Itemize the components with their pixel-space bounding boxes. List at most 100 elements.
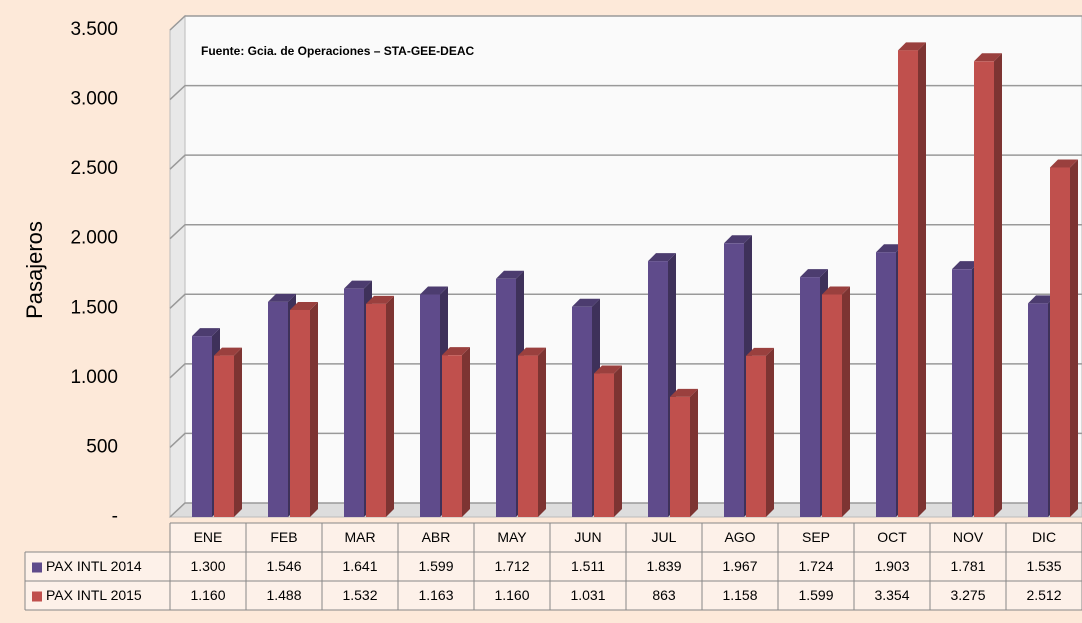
bar xyxy=(1050,167,1070,517)
bar-side xyxy=(842,286,850,517)
bar-top xyxy=(876,244,904,253)
x-tick-label: MAY xyxy=(497,529,527,545)
bar-top xyxy=(496,270,524,279)
value-label: 1.599 xyxy=(418,558,453,574)
bar-top xyxy=(268,293,296,302)
value-label: 1.712 xyxy=(494,558,529,574)
x-tick-label: MAR xyxy=(344,529,375,545)
bar-side xyxy=(462,347,470,517)
value-label: 2.512 xyxy=(1026,587,1061,603)
bar xyxy=(518,355,538,517)
value-label: 1.903 xyxy=(874,558,909,574)
bar xyxy=(572,306,592,517)
bar xyxy=(594,373,614,517)
bar-side xyxy=(1070,159,1078,517)
bar-top xyxy=(746,347,774,356)
value-label: 1.599 xyxy=(798,587,833,603)
bar-top xyxy=(800,269,828,278)
bar xyxy=(876,252,896,518)
bar-top xyxy=(366,295,394,304)
y-axis-label: Pasajeros xyxy=(22,221,47,319)
legend-label: PAX INTL 2015 xyxy=(46,587,142,603)
bar xyxy=(192,336,212,517)
grid-line xyxy=(169,84,1082,101)
value-label: 1.163 xyxy=(418,587,453,603)
x-tick-label: FEB xyxy=(270,529,297,545)
x-tick-label: OCT xyxy=(877,529,907,545)
value-label: 3.354 xyxy=(874,587,909,603)
value-label: 1.158 xyxy=(722,587,757,603)
bar xyxy=(214,355,234,517)
bar-top xyxy=(974,53,1002,62)
y-tick-label: 2.000 xyxy=(70,228,118,249)
x-tick-label: SEP xyxy=(802,529,830,545)
bar xyxy=(344,288,364,517)
value-label: 1.160 xyxy=(190,587,225,603)
grid-line xyxy=(169,363,1082,379)
value-label: 1.967 xyxy=(722,558,757,574)
y-tick-label: 1.500 xyxy=(70,297,118,318)
bar-top xyxy=(670,388,698,397)
value-label: 1.300 xyxy=(190,558,225,574)
bar-top xyxy=(822,286,850,295)
bar-top xyxy=(724,235,752,244)
value-label: 1.724 xyxy=(798,558,833,574)
x-tick-label: NOV xyxy=(953,529,984,545)
bar-top xyxy=(594,365,622,374)
value-label: 1.535 xyxy=(1026,558,1061,574)
value-label: 1.839 xyxy=(646,558,681,574)
x-tick-label: DIC xyxy=(1032,529,1056,545)
bar-top xyxy=(214,347,242,356)
grid-line xyxy=(169,223,1082,240)
value-label: 1.532 xyxy=(342,587,377,603)
x-tick-label: AGO xyxy=(724,529,755,545)
bar-top xyxy=(344,280,372,289)
bar xyxy=(724,243,744,517)
legend-swatch xyxy=(32,562,42,573)
bar xyxy=(746,355,766,517)
y-tick-label: 500 xyxy=(86,436,118,457)
grid-line xyxy=(169,293,1082,309)
bar-top xyxy=(442,347,470,356)
bar xyxy=(648,261,668,517)
bar xyxy=(290,309,310,517)
grid-line xyxy=(169,502,1082,518)
bar xyxy=(800,277,820,517)
bar-top xyxy=(1050,159,1078,168)
bar-side xyxy=(386,295,394,517)
bar xyxy=(952,269,972,517)
bar xyxy=(898,50,918,518)
grid-line xyxy=(169,15,1082,31)
bar-side xyxy=(310,301,318,517)
bar xyxy=(442,355,462,517)
side-wall xyxy=(169,14,186,519)
value-label: 1.031 xyxy=(570,587,605,603)
x-tick-label: JUL xyxy=(652,529,677,545)
value-label: 1.546 xyxy=(266,558,301,574)
value-label: 1.781 xyxy=(950,558,985,574)
x-tick-label: ABR xyxy=(422,529,451,545)
bar xyxy=(420,294,440,517)
legend-label: PAX INTL 2014 xyxy=(46,558,142,574)
bar-top xyxy=(420,286,448,295)
bar-side xyxy=(690,388,698,517)
bar-top xyxy=(1028,295,1056,304)
bar-side xyxy=(918,42,926,518)
value-label: 1.511 xyxy=(571,558,605,574)
bar-side xyxy=(538,347,546,517)
back-wall xyxy=(184,15,1082,504)
legend-swatch xyxy=(32,591,42,602)
bar-top xyxy=(952,261,980,270)
annotation: Fuente: Gcia. de Operaciones – STA-GEE-D… xyxy=(201,44,475,58)
bar xyxy=(974,61,994,518)
bar xyxy=(496,278,516,517)
value-label: 3.275 xyxy=(950,587,985,603)
bar xyxy=(1028,303,1048,517)
y-tick-label: - xyxy=(112,506,118,527)
y-tick-label: 2.500 xyxy=(70,158,118,179)
bar xyxy=(268,301,288,517)
y-tick-label: 3.500 xyxy=(70,19,118,40)
value-label: 1.488 xyxy=(266,587,301,603)
value-label: 1.641 xyxy=(342,558,377,574)
